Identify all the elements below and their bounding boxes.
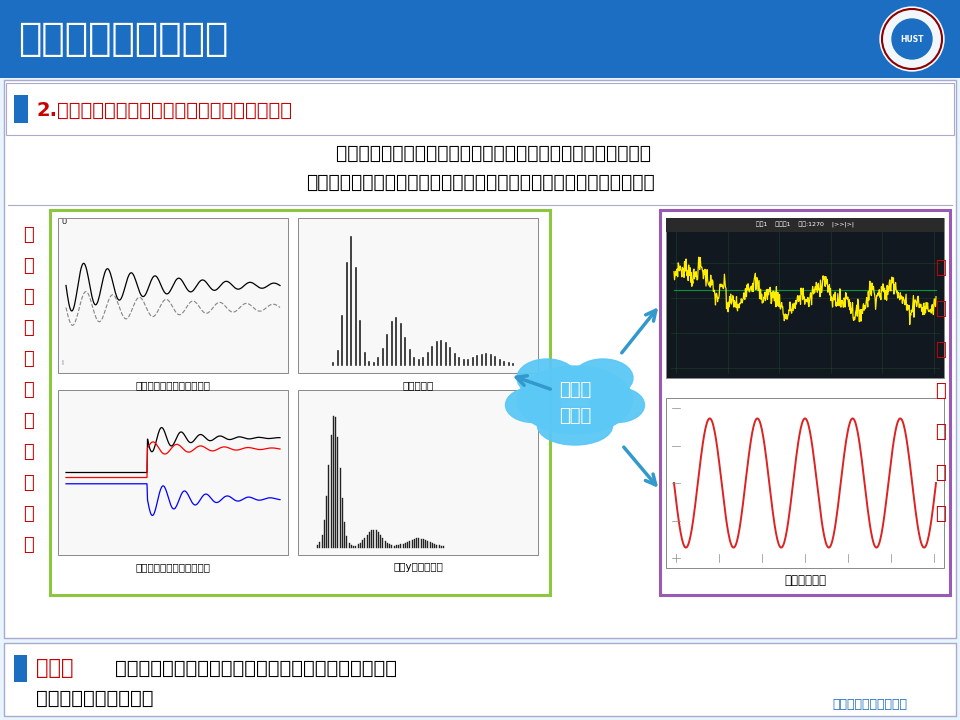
Text: 骚: 骚 xyxy=(23,226,34,244)
Text: 征: 征 xyxy=(935,382,946,400)
Text: 频: 频 xyxy=(23,350,34,368)
FancyBboxPatch shape xyxy=(14,95,28,123)
Text: 电场y方向频谱图: 电场y方向频谱图 xyxy=(393,562,443,572)
Text: U: U xyxy=(61,219,66,225)
Text: 骚扰源的时频域特征多变、交互影响复杂，难以直接、: 骚扰源的时频域特征多变、交互影响复杂，难以直接、 xyxy=(115,659,397,678)
FancyBboxPatch shape xyxy=(660,210,950,595)
Text: 化: 化 xyxy=(23,505,34,523)
FancyBboxPatch shape xyxy=(6,83,954,135)
Text: 征: 征 xyxy=(23,443,34,461)
Text: I: I xyxy=(61,360,63,366)
Text: 源: 源 xyxy=(23,288,34,306)
Text: 时: 时 xyxy=(23,319,34,337)
Ellipse shape xyxy=(506,387,561,423)
Circle shape xyxy=(880,7,944,71)
FancyBboxPatch shape xyxy=(666,218,944,378)
Text: 难: 难 xyxy=(23,536,34,554)
FancyBboxPatch shape xyxy=(666,398,944,568)
Ellipse shape xyxy=(589,387,644,423)
Text: 难点：: 难点： xyxy=(36,658,74,678)
FancyBboxPatch shape xyxy=(666,218,944,232)
Text: 波形单点跳变: 波形单点跳变 xyxy=(784,575,826,588)
Ellipse shape xyxy=(573,359,633,397)
Text: 量化提取暂态强电磁骚扰作用到二次系统上的关键特征量，分析: 量化提取暂态强电磁骚扰作用到二次系统上的关键特征量，分析 xyxy=(309,143,651,163)
Ellipse shape xyxy=(538,407,612,445)
Text: 准确描述其因果关系。: 准确描述其因果关系。 xyxy=(36,688,154,708)
FancyBboxPatch shape xyxy=(58,390,288,555)
Text: 因果关
系复杂: 因果关 系复杂 xyxy=(559,381,591,426)
Text: HUST: HUST xyxy=(900,35,924,43)
Text: 2.暂态强电磁骚扰下智能量测设备失效机理分析: 2.暂态强电磁骚扰下智能量测设备失效机理分析 xyxy=(36,101,292,120)
Text: 化: 化 xyxy=(935,505,946,523)
Text: 样: 样 xyxy=(935,464,946,482)
Text: 量: 量 xyxy=(23,474,34,492)
Text: 击穿时刻感应电场时域波形: 击穿时刻感应电场时域波形 xyxy=(135,562,210,572)
Text: 击穿时刻电压电流时域波形: 击穿时刻电压电流时域波形 xyxy=(135,380,210,390)
Ellipse shape xyxy=(517,366,633,434)
Text: 特: 特 xyxy=(23,412,34,430)
FancyBboxPatch shape xyxy=(298,218,538,373)
Text: 表: 表 xyxy=(935,341,946,359)
Text: 《电工技术学报》发布: 《电工技术学报》发布 xyxy=(832,698,907,711)
Circle shape xyxy=(892,19,932,59)
Text: 扰: 扰 xyxy=(23,257,34,275)
FancyBboxPatch shape xyxy=(298,390,538,555)
Text: 面临的电磁兼容问题: 面临的电磁兼容问题 xyxy=(18,20,228,58)
FancyBboxPatch shape xyxy=(0,0,960,78)
FancyBboxPatch shape xyxy=(50,210,550,595)
FancyBboxPatch shape xyxy=(4,643,956,716)
Ellipse shape xyxy=(517,359,577,397)
Text: 多: 多 xyxy=(935,423,946,441)
Text: 障: 障 xyxy=(935,300,946,318)
Text: 故: 故 xyxy=(935,259,946,277)
FancyBboxPatch shape xyxy=(4,80,956,638)
Text: 电压频谱图: 电压频谱图 xyxy=(402,380,434,390)
Text: 智能量测设备失效差异性的表征。进行骚扰源与故障表征因果性研究。: 智能量测设备失效差异性的表征。进行骚扰源与故障表征因果性研究。 xyxy=(305,173,655,192)
FancyBboxPatch shape xyxy=(58,218,288,373)
FancyBboxPatch shape xyxy=(14,655,27,682)
Text: 准确度超差: 准确度超差 xyxy=(787,217,823,230)
Text: 北正1    相对时1    量程:1270    |>>|>|: 北正1 相对时1 量程:1270 |>>|>| xyxy=(756,222,854,228)
Text: 域: 域 xyxy=(23,381,34,399)
